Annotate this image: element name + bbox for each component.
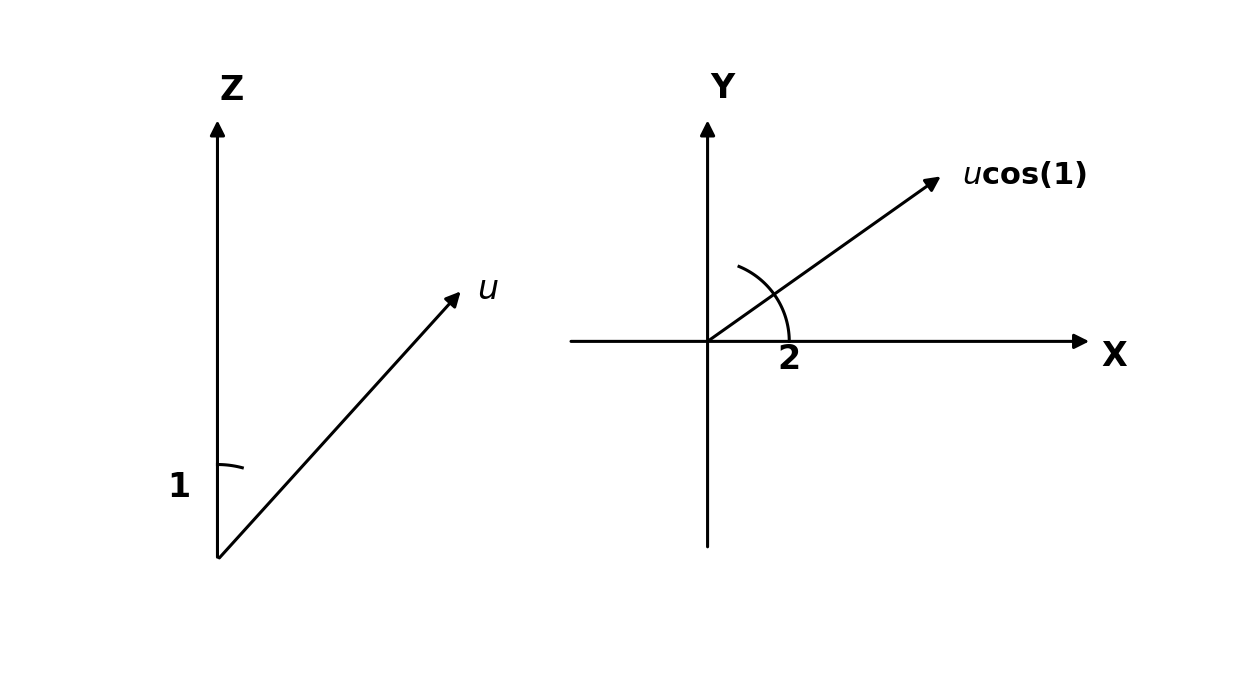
Text: $\mathit{u}$: $\mathit{u}$: [477, 273, 498, 306]
Text: 1: 1: [167, 470, 191, 504]
Text: 2: 2: [777, 343, 801, 376]
Text: X: X: [1101, 341, 1127, 374]
Text: $\mathit{u}$cos(1): $\mathit{u}$cos(1): [962, 160, 1087, 191]
Text: Z: Z: [219, 74, 244, 107]
Text: Y: Y: [709, 72, 734, 105]
